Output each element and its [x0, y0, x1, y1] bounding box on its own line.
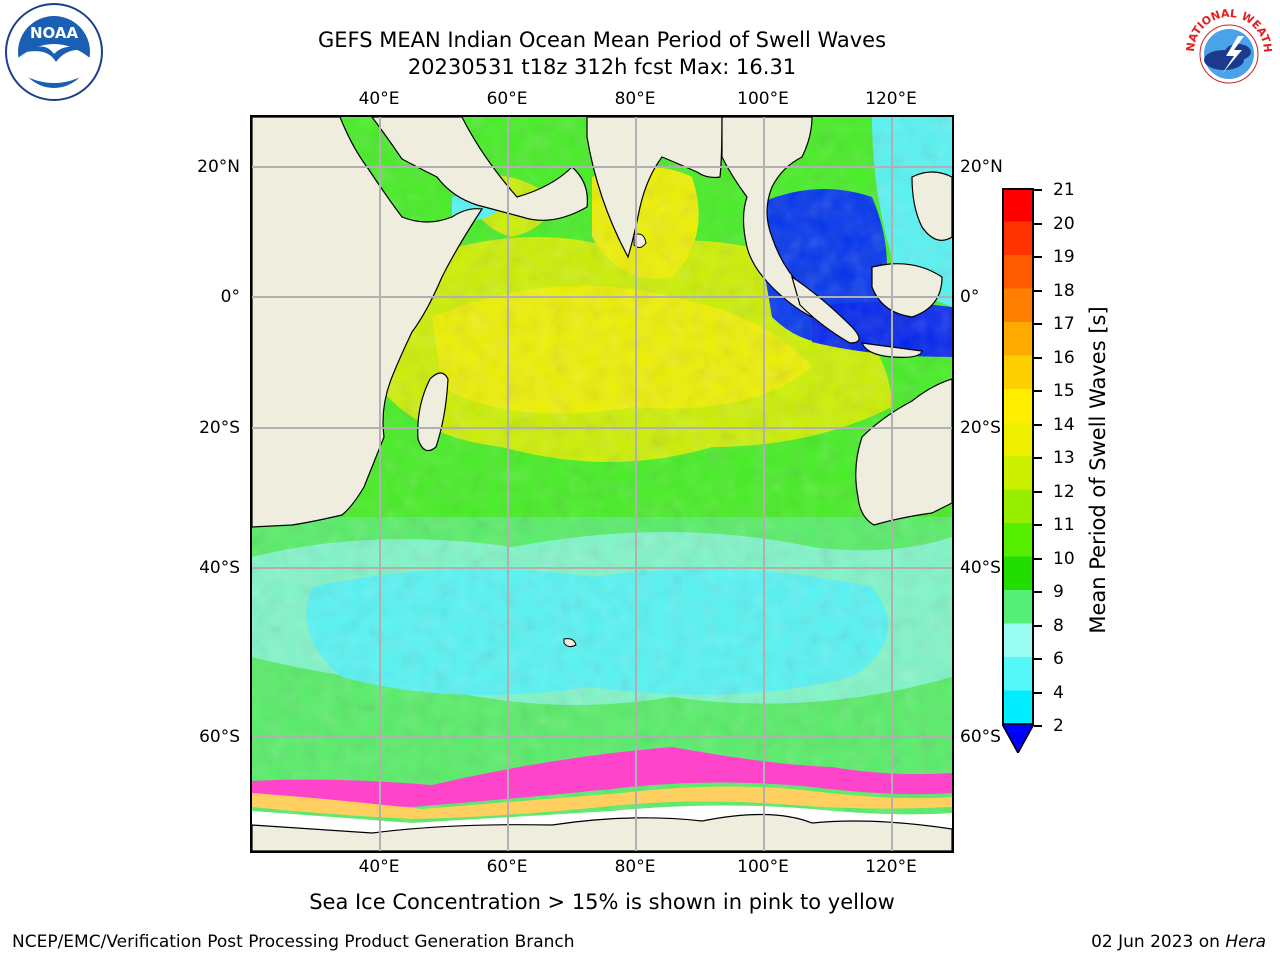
lon-tick-top: 120°E: [865, 89, 917, 109]
colorbar-segment: [1002, 623, 1034, 658]
colorbar-segment: [1002, 657, 1034, 691]
colorbar-tick-mark: [1034, 222, 1042, 225]
madagascar-land: [417, 372, 449, 452]
colorbar-segment: [1002, 590, 1034, 624]
africa-land: [252, 117, 484, 528]
lat-tick-right: 20°N: [960, 157, 1003, 177]
lat-tick-right: 40°S: [960, 558, 1001, 578]
colorbar-tick-mark: [1034, 725, 1042, 727]
colorbar-tick-label: 18: [1053, 280, 1075, 301]
colorbar-tick-label: 6: [1053, 649, 1064, 669]
colorbar-under-arrow: [1000, 723, 1036, 755]
map-subtitle: 20230531 t18z 312h fcst Max: 16.31: [407, 55, 797, 79]
india-land: [586, 117, 723, 259]
borneo-land: [871, 263, 943, 318]
colorbar-segment: [1002, 255, 1034, 289]
colorbar-tick-label: 19: [1053, 247, 1075, 267]
lat-tick-left: 0°: [220, 287, 240, 307]
colorbar-tick-mark: [1034, 423, 1042, 426]
colorbar-tick-mark: [1034, 658, 1042, 660]
lon-tick-top: 60°E: [486, 89, 528, 109]
colorbar-segment: [1002, 556, 1034, 591]
colorbar-tick-label: 11: [1053, 515, 1075, 535]
nws-logo: NATIONAL WEATHER SERVICE: [1174, 0, 1280, 100]
colorbar-segment: [1002, 456, 1034, 490]
footer-machine: Hera: [1225, 932, 1266, 952]
colorbar-segment: [1002, 288, 1034, 323]
sea-ice-edge: [252, 747, 952, 807]
lat-tick-right: 20°S: [960, 418, 1001, 438]
colorbar-tick-mark: [1034, 189, 1042, 191]
colorbar-segment: [1002, 690, 1034, 725]
colorbar-tick-mark: [1034, 256, 1042, 258]
colorbar-tick-mark: [1034, 557, 1042, 560]
colorbar-segment: [1002, 489, 1034, 524]
colorbar-segment: [1002, 355, 1034, 390]
colorbar-tick-mark: [1034, 591, 1042, 593]
lon-tick-bottom: 60°E: [486, 857, 528, 877]
colorbar-tick-label: 4: [1053, 682, 1064, 703]
colorbar-segment: [1002, 188, 1034, 222]
colorbar-border: [1002, 188, 1034, 724]
colorbar-tick-label: 16: [1053, 347, 1075, 368]
colorbar-tick-label: 10: [1053, 548, 1075, 569]
colorbar-tick-mark: [1034, 457, 1042, 459]
colorbar-tick-mark: [1034, 289, 1042, 292]
noaa-logo-text: NOAA: [30, 24, 79, 42]
lat-tick-left: 60°S: [199, 727, 240, 747]
colorbar-tick-mark: [1034, 356, 1042, 359]
colorbar-tick-mark: [1034, 390, 1042, 392]
colorbar-tick-mark: [1034, 691, 1042, 694]
colorbar-label: Mean Period of Swell Waves [s]: [1086, 306, 1110, 634]
colorbar-tick-label: 14: [1053, 414, 1075, 435]
colorbar-tick-label: 9: [1053, 582, 1064, 602]
colorbar-segment: [1002, 523, 1034, 557]
colorbar-segment: [1002, 322, 1034, 356]
colorbar-tick-label: 20: [1053, 213, 1075, 234]
lon-tick-bottom: 120°E: [865, 857, 917, 877]
colorbar-tick-label: 13: [1053, 448, 1075, 468]
sea-ice-note: Sea Ice Concentration > 15% is shown in …: [309, 890, 895, 914]
colorbar-tick-mark: [1034, 524, 1042, 526]
lon-tick-top: 100°E: [737, 89, 789, 109]
noaa-logo: NOAA: [4, 2, 104, 102]
colorbar-segment: [1002, 422, 1034, 457]
australia-land: [855, 378, 952, 526]
colorbar-tick-mark: [1034, 323, 1042, 325]
colorbar-tick-label: 12: [1053, 481, 1075, 502]
footer-date: 02 Jun 2023 on Hera: [1091, 932, 1266, 952]
colorbar: [1000, 188, 1036, 755]
lat-tick-left: 40°S: [199, 558, 240, 578]
lon-tick-top: 40°E: [358, 89, 400, 109]
colorbar-segment: [1002, 389, 1034, 423]
colorbar-tick-label: 17: [1053, 314, 1075, 334]
colorbar-tick-label: 21: [1053, 180, 1075, 200]
kerguelen-island: [563, 638, 577, 648]
footer-credit: NCEP/EMC/Verification Post Processing Pr…: [12, 932, 575, 952]
arabia-land: [371, 117, 589, 221]
sea-ice-inner: [252, 786, 952, 819]
lon-tick-top: 80°E: [614, 89, 656, 109]
lat-tick-left: 20°S: [199, 418, 240, 438]
map-title: GEFS MEAN Indian Ocean Mean Period of Sw…: [317, 28, 887, 52]
lat-tick-right: 60°S: [960, 727, 1001, 747]
lat-tick-right: 0°: [960, 287, 980, 307]
colorbar-tick-mark: [1034, 490, 1042, 493]
lon-tick-bottom: 80°E: [614, 857, 656, 877]
graticule: [252, 117, 952, 851]
philippines-land: [911, 171, 952, 241]
colorbar-tick-label: 2: [1053, 716, 1064, 736]
lon-tick-bottom: 100°E: [737, 857, 789, 877]
colorbar-tick-mark: [1034, 624, 1042, 627]
sumatra-land: [790, 275, 860, 344]
colorbar-segment: [1002, 221, 1034, 256]
lon-tick-bottom: 40°E: [358, 857, 400, 877]
colorbar-tick-label: 8: [1053, 615, 1064, 636]
colorbar-tick-label: 15: [1053, 381, 1075, 401]
footer-date-text: 02 Jun 2023 on: [1091, 932, 1226, 952]
lat-tick-left: 20°N: [197, 157, 240, 177]
map-area: [250, 115, 954, 853]
